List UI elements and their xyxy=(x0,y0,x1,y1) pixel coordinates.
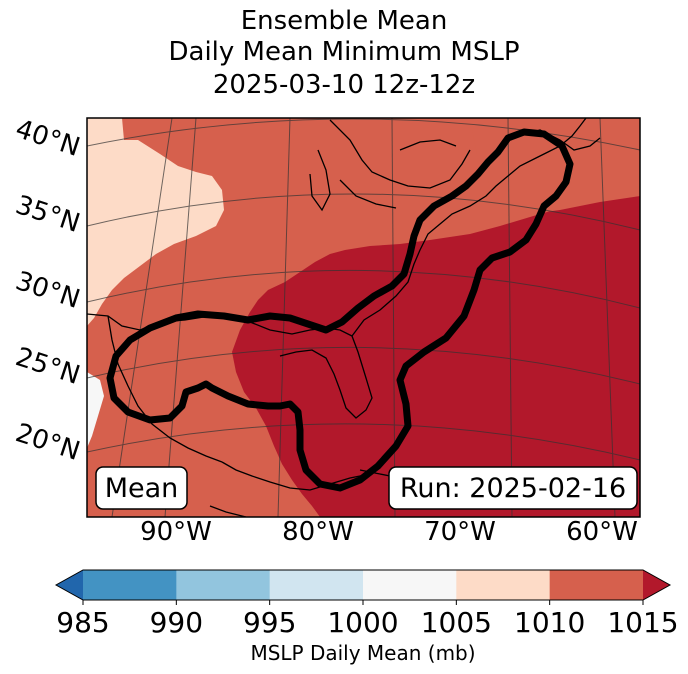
mean-box xyxy=(95,466,188,510)
lon-label: 90°W xyxy=(140,517,212,547)
colorbar-tick-label: 1005 xyxy=(421,606,492,639)
title-line-1: Ensemble Mean xyxy=(240,6,448,36)
map-border xyxy=(86,117,641,518)
lon-label: 80°W xyxy=(282,517,354,547)
title-line-3: 2025-03-10 12z-12z xyxy=(212,70,476,100)
colorbar-tick-label: 1015 xyxy=(607,606,678,639)
ensemble-contour xyxy=(106,128,574,492)
run-box xyxy=(388,466,638,510)
lat-label: 20°N xyxy=(12,418,84,467)
colorbar-tick-label: 1000 xyxy=(327,606,398,639)
lat-label: 35°N xyxy=(12,190,84,239)
colorbar-segment xyxy=(363,570,457,600)
lat-label: 25°N xyxy=(12,342,84,391)
field-1010-1015 xyxy=(87,118,640,517)
colorbar-tick-label: 985 xyxy=(56,606,109,639)
colorbar-tick-label: 1010 xyxy=(514,606,585,639)
colorbar-extend-high xyxy=(643,570,670,600)
colorbar: 985 990 995 1000 1005 1010 1015 xyxy=(54,569,679,639)
colorbar-label: MSLP Daily Mean (mb) xyxy=(250,641,475,665)
lat-label: 40°N xyxy=(12,114,84,163)
colorbar-segment xyxy=(549,570,644,600)
colorbar-segment xyxy=(83,570,177,600)
map-panel xyxy=(87,118,640,517)
colorbar-tick-label: 990 xyxy=(150,606,203,639)
field-1005-1010 xyxy=(87,118,224,326)
colorbar-segment xyxy=(456,570,551,600)
field-1000-1005 xyxy=(87,372,104,448)
run-box-text: Run: 2025-02-16 xyxy=(400,473,626,504)
lon-label: 60°W xyxy=(566,517,638,547)
lon-label: 70°W xyxy=(424,517,496,547)
title-line-2: Daily Mean Minimum MSLP xyxy=(168,37,520,67)
colorbar-segment xyxy=(176,570,271,600)
colorbar-tick-label: 995 xyxy=(243,606,296,639)
colorbar-segment xyxy=(269,570,364,600)
lat-label: 30°N xyxy=(12,266,84,315)
colorbar-extend-low xyxy=(56,570,83,600)
mean-box-text: Mean xyxy=(105,473,179,504)
